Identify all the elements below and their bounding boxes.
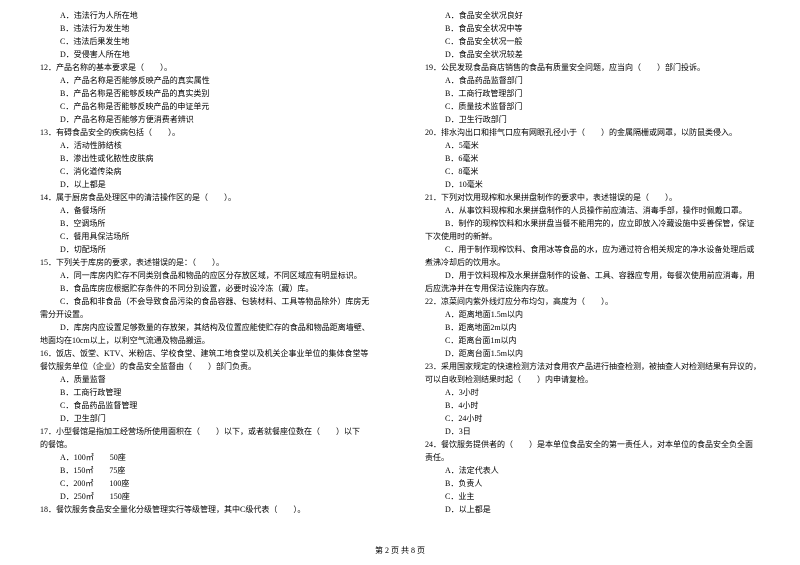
text-line: 地面均在10cm以上，以利空气流通及物品搬运。	[30, 335, 385, 347]
text-line: D．受侵害人所在地	[30, 49, 385, 61]
text-line: D．食品安全状况较差	[415, 49, 770, 61]
text-line: C．违法后果发生地	[30, 36, 385, 48]
text-line: C．距离台面1m以内	[415, 335, 770, 347]
text-line: 餐饮服务单位（企业）的食品安全监督由（ ）部门负责。	[30, 361, 385, 373]
text-line: 煮沸冷却后的饮用水。	[415, 257, 770, 269]
text-line: D．切配场所	[30, 244, 385, 256]
text-line: D．产品名称是否能够方便消费者辨识	[30, 114, 385, 126]
text-line: C．产品名称是否能够反映产品的申证单元	[30, 101, 385, 113]
text-line: D．库房内应设置足够数量的存放架，其结构及位置应能使贮存的食品和物品距离墙壁、	[30, 322, 385, 334]
text-line: 12．产品名称的基本要求是（ ）。	[30, 62, 385, 74]
text-line: D．距离台面1.5m以内	[415, 348, 770, 360]
text-line: A．违法行为人所在地	[30, 10, 385, 22]
text-line: D．以上都是	[30, 179, 385, 191]
text-line: 22．凉菜间内紫外线灯应分布均匀，高度为（ ）。	[415, 296, 770, 308]
text-line: A．同一库房内贮存不同类别食品和物品的应区分存放区域，不同区域应有明显标识。	[30, 270, 385, 282]
text-line: 23．采用国家规定的快速检测方法对食用农产品进行抽查检测，被抽查人对检测结果有异…	[415, 361, 770, 373]
text-line: B．产品名称是否能够反映产品的真实类别	[30, 88, 385, 100]
text-line: B．距离地面2m以内	[415, 322, 770, 334]
text-line: B．负责人	[415, 478, 770, 490]
text-line: A．从事饮料现榨和水果拼盘制作的人员操作前应清洁、消毒手部，操作时佩戴口罩。	[415, 205, 770, 217]
text-line: A．距离地面1.5m以内	[415, 309, 770, 321]
text-line: 13．有碍食品安全的疾病包括（ ）。	[30, 127, 385, 139]
page-container: A．违法行为人所在地B．违法行为发生地C．违法后果发生地D．受侵害人所在地12．…	[0, 0, 800, 537]
text-line: 20．排水沟出口和排气口应有网眼孔径小于（ ）的金属隔栅或网罩，以防鼠类侵入。	[415, 127, 770, 139]
text-line: D．10毫米	[415, 179, 770, 191]
text-line: A．备餐场所	[30, 205, 385, 217]
text-line: B．150㎡ 75座	[30, 465, 385, 477]
text-line: D．以上都是	[415, 504, 770, 516]
text-line: 17．小型餐馆是指加工经营场所使用面积在（ ）以下，或者就餐座位数在（ ）以下	[30, 426, 385, 438]
text-line: D．卫生部门	[30, 413, 385, 425]
text-line: 15．下列关于库房的要求，表述错误的是：（ ）。	[30, 257, 385, 269]
text-line: A．100㎡ 50座	[30, 452, 385, 464]
text-line: C．食品和非食品（不会导致食品污染的食品容器、包装材料、工具等物品除外）库房无	[30, 296, 385, 308]
text-line: A．活动性肺结核	[30, 140, 385, 152]
text-line: C．用于制作现榨饮料、食用冰等食品的水，应为通过符合相关规定的净水设备处理后或	[415, 244, 770, 256]
text-line: B．6毫米	[415, 153, 770, 165]
right-column: A．食品安全状况良好B．食品安全状况中等C．食品安全状况一般D．食品安全状况较差…	[415, 10, 770, 517]
text-line: C．食品安全状况一般	[415, 36, 770, 48]
text-line: D．用于饮料现榨及水果拼盘制作的设备、工具、容器应专用，每餐次使用前应消毒，用	[415, 270, 770, 282]
text-line: 16．饭店、饭堂、KTV、米粉店、学校食堂、建筑工地食堂以及机关企事业单位的集体…	[30, 348, 385, 360]
text-line: A．食品药品监督部门	[415, 75, 770, 87]
text-line: C．食品药品监督管理	[30, 400, 385, 412]
text-line: 24．餐饮服务提供者的（ ）是本单位食品安全的第一责任人，对本单位的食品安全负全…	[415, 439, 770, 451]
text-line: C．200㎡ 100座	[30, 478, 385, 490]
text-line: B．4小时	[415, 400, 770, 412]
text-line: C．消化道传染病	[30, 166, 385, 178]
text-line: 14．属于厨房食品处理区中的清洁操作区的是（ ）。	[30, 192, 385, 204]
left-column: A．违法行为人所在地B．违法行为发生地C．违法后果发生地D．受侵害人所在地12．…	[30, 10, 385, 517]
text-line: C．24小时	[415, 413, 770, 425]
text-line: 后应洗净并在专用保洁设施内存放。	[415, 283, 770, 295]
text-line: C．业主	[415, 491, 770, 503]
text-line: D．250㎡ 150座	[30, 491, 385, 503]
text-line: 的餐馆。	[30, 439, 385, 451]
text-line: B．工商行政管理部门	[415, 88, 770, 100]
text-line: A．法定代表人	[415, 465, 770, 477]
text-line: 责任。	[415, 452, 770, 464]
text-line: C．餐用具保洁场所	[30, 231, 385, 243]
text-line: B．空调场所	[30, 218, 385, 230]
text-line: B．工商行政管理	[30, 387, 385, 399]
text-line: D．3日	[415, 426, 770, 438]
text-line: C．质量技术监督部门	[415, 101, 770, 113]
text-line: A．产品名称是否能够反映产品的真实属性	[30, 75, 385, 87]
text-line: A．质量监督	[30, 374, 385, 386]
text-line: A．5毫米	[415, 140, 770, 152]
text-line: 18．餐饮服务食品安全量化分级管理实行等级管理，其中C级代表（ ）。	[30, 504, 385, 516]
text-line: 21．下列对饮用现榨和水果拼盘制作的要求中，表述错误的是（ ）。	[415, 192, 770, 204]
text-line: D．卫生行政部门	[415, 114, 770, 126]
text-line: C．8毫米	[415, 166, 770, 178]
text-line: 下次使用时的新鲜。	[415, 231, 770, 243]
text-line: B．制作的现榨饮料和水果拼盘当餐不能用完的，应立即放入冷藏设施中妥善保管，保证	[415, 218, 770, 230]
text-line: B．渗出性或化脓性皮肤病	[30, 153, 385, 165]
text-line: B．违法行为发生地	[30, 23, 385, 35]
text-line: B．食品库房应根据贮存条件的不同分别设置，必要时设冷冻（藏）库。	[30, 283, 385, 295]
text-line: 19．公民发现食品商店销售的食品有质量安全问题，应当向（ ）部门投诉。	[415, 62, 770, 74]
text-line: B．食品安全状况中等	[415, 23, 770, 35]
text-line: A．3小时	[415, 387, 770, 399]
text-line: A．食品安全状况良好	[415, 10, 770, 22]
page-footer: 第 2 页 共 8 页	[0, 545, 800, 557]
text-line: 需分开设置。	[30, 309, 385, 321]
text-line: 可以自收到检测结果时起（ ）内申请复检。	[415, 374, 770, 386]
